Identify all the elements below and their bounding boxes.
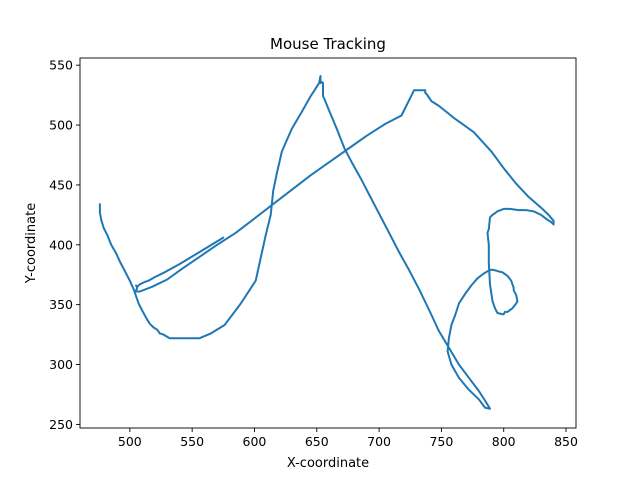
series-line-mouse-path	[98, 75, 555, 410]
x-tick-label: 700	[367, 434, 391, 449]
y-tick-label: 550	[49, 58, 73, 73]
y-axis-label: Y-coordinate	[24, 203, 39, 284]
axis-ticks: 500 550 600 650 700 750 800 850 250 300 350 400 450 5…	[49, 58, 578, 449]
x-axis-label: X-coordinate	[287, 456, 369, 471]
y-tick-label: 400	[49, 237, 73, 252]
x-tick-label: 550	[180, 434, 204, 449]
y-tick-label: 350	[49, 297, 73, 312]
x-tick-label: 650	[305, 434, 329, 449]
x-tick-label: 800	[492, 434, 516, 449]
chart-title: Mouse Tracking	[270, 35, 386, 53]
x-tick-label: 500	[118, 434, 142, 449]
x-tick-label: 750	[429, 434, 453, 449]
y-tick-label: 300	[49, 357, 73, 372]
y-tick-label: 500	[49, 118, 73, 133]
y-tick-label: 450	[49, 177, 73, 192]
plot-frame	[79, 57, 577, 429]
x-tick-label: 850	[554, 434, 578, 449]
y-tick-label: 250	[49, 417, 73, 432]
x-tick-label: 600	[243, 434, 267, 449]
